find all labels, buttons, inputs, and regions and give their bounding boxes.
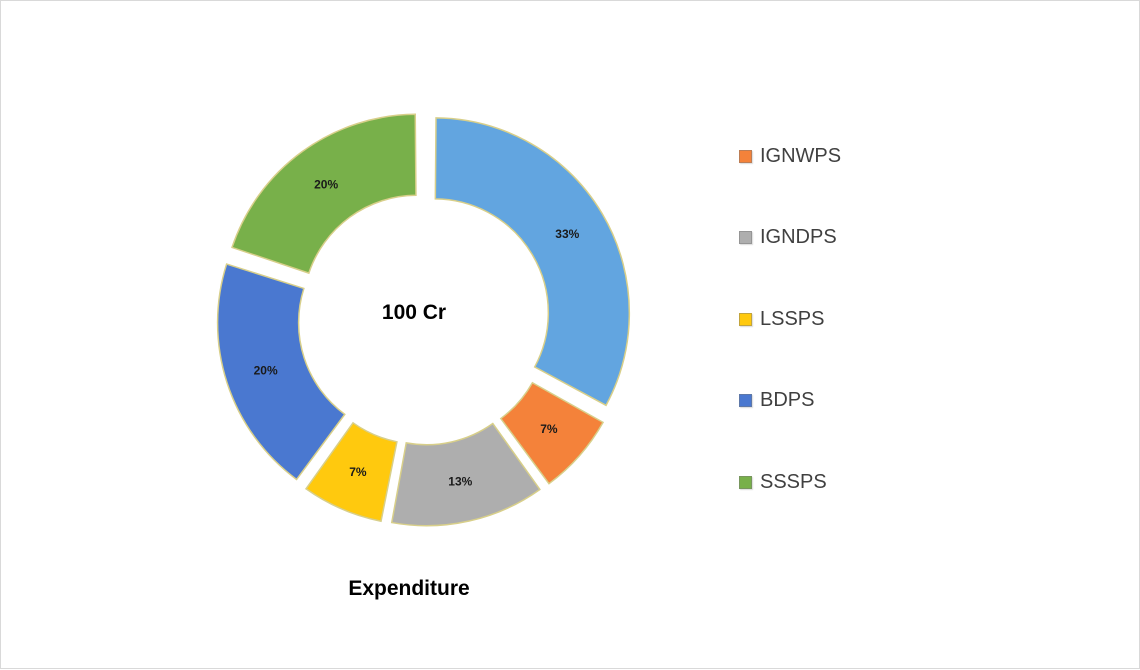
data-label: 33% [555, 227, 579, 241]
legend-item-igndps: IGNDPS [739, 225, 841, 251]
legend: IGNWPS IGNDPS LSSPS BDPS SSSPS [739, 143, 841, 551]
chart-title: Expenditure [348, 577, 470, 600]
legend-swatch [739, 231, 752, 244]
data-label: 13% [448, 474, 472, 488]
legend-label: LSSPS [760, 307, 825, 330]
legend-item-bdps: BDPS [739, 388, 841, 414]
legend-item-ignwps: IGNWPS [739, 143, 841, 169]
slice-sssps [231, 113, 417, 275]
legend-swatch [739, 394, 752, 407]
data-label: 20% [314, 177, 338, 191]
legend-swatch [739, 149, 752, 163]
slice-lssps [304, 421, 398, 523]
legend-label: SSSPS [760, 470, 827, 493]
slice-ignwps [499, 381, 605, 485]
legend-label: IGNDPS [760, 226, 837, 248]
legend-label: IGNWPS [760, 144, 842, 167]
slice-bdps [216, 263, 346, 481]
data-label: 20% [254, 363, 278, 377]
legend-swatch [739, 312, 752, 326]
data-label: 7% [540, 422, 558, 436]
legend-item-lssps: LSSPS [739, 306, 841, 332]
data-label: 7% [349, 465, 367, 479]
slice-unlabeled [434, 117, 631, 407]
legend-item-sssps: SSSPS [739, 469, 841, 495]
center-label: 100 Cr [382, 301, 446, 324]
legend-label: BDPS [760, 389, 815, 411]
slice-igndps [390, 422, 541, 527]
legend-swatch [739, 475, 752, 489]
